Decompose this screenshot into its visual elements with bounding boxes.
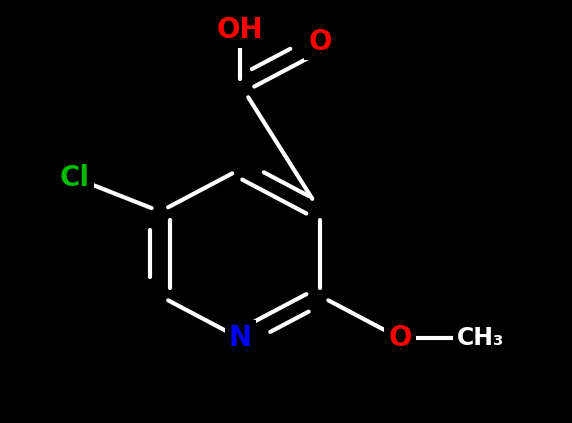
Text: CH₃: CH₃	[457, 327, 504, 350]
Text: OH: OH	[217, 16, 264, 44]
Text: Cl: Cl	[59, 164, 89, 192]
Text: O: O	[388, 324, 412, 352]
Text: N: N	[229, 324, 252, 352]
Text: O: O	[308, 28, 332, 56]
